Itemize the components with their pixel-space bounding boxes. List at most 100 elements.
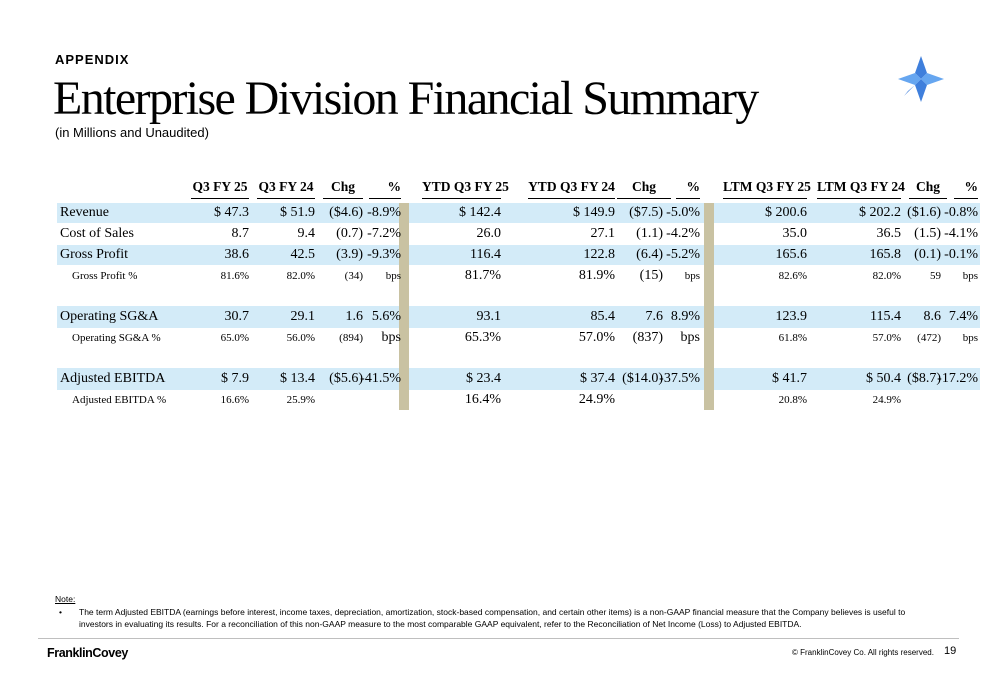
bullet-icon: •: [59, 607, 62, 617]
cell-value: (0.1): [914, 247, 941, 262]
row-label: Adjusted EBITDA: [60, 371, 166, 386]
cell-value: 38.6: [224, 247, 250, 262]
cell-value: (6.4): [636, 247, 663, 262]
cell-value: bps: [680, 330, 700, 345]
row-band-adjusted-ebitda: [57, 368, 980, 390]
cell-value: -0.8%: [944, 205, 978, 220]
row-label: Operating SG&A: [60, 309, 159, 324]
cell-value: 1.6: [345, 309, 364, 324]
table-row-gross-profit-pct: Gross Profit % 81.6% 82.0% (34) bps 81.7…: [57, 266, 980, 286]
cell-value: bps: [385, 270, 401, 282]
cell-value: bps: [381, 330, 401, 345]
cell-value: (837): [632, 330, 663, 345]
cell-value: ($14.0): [622, 371, 663, 386]
cell-value: 115.4: [870, 309, 901, 324]
cell-value: -41.5%: [360, 371, 401, 386]
cell-value: (3.9): [336, 247, 363, 262]
cell-value: (34): [344, 270, 363, 282]
cell-value: -4.2%: [666, 226, 700, 241]
cell-value: $ 41.7: [772, 371, 807, 386]
cell-value: 116.4: [470, 247, 501, 262]
cell-value: 122.8: [583, 247, 616, 262]
cell-value: (0.7): [336, 226, 363, 241]
row-band-operating-sga: [57, 306, 980, 328]
table-row-cost-of-sales: Cost of Sales 8.7 9.4 (0.7) -7.2% 26.0 2…: [57, 224, 980, 244]
column-header: Chg: [617, 178, 671, 199]
cell-value: 59: [930, 270, 941, 282]
cell-value: (1.5): [914, 226, 941, 241]
cell-value: 16.6%: [220, 394, 249, 406]
row-label: Gross Profit: [60, 247, 129, 262]
footnote: Note: • The term Adjusted EBITDA (earning…: [55, 594, 929, 630]
table-row-operating-sga-pct: Operating SG&A % 65.0% 56.0% (894) bps 6…: [57, 328, 980, 348]
cell-value: 35.0: [782, 226, 808, 241]
row-label: Gross Profit %: [72, 270, 138, 282]
page-title: Enterprise Division Financial Summary: [53, 72, 759, 125]
note-item: • The term Adjusted EBITDA (earnings befo…: [55, 606, 929, 630]
column-header: LTM Q3 FY 24: [817, 178, 905, 199]
cell-value: 24.9%: [872, 394, 901, 406]
row-label: Cost of Sales: [60, 226, 134, 241]
cell-value: 123.9: [775, 309, 808, 324]
column-header: YTD Q3 FY 25: [422, 178, 509, 199]
cell-value: ($1.6): [907, 205, 941, 220]
cell-value: 85.4: [590, 309, 616, 324]
cell-value: $ 202.2: [859, 205, 901, 220]
cell-value: bps: [684, 270, 700, 282]
cell-value: -37.5%: [659, 371, 700, 386]
four-point-star-icon: [898, 56, 944, 102]
cell-value: bps: [962, 332, 978, 344]
section-divider-ytd: [399, 203, 409, 410]
column-header: LTM Q3 FY 25: [723, 178, 811, 199]
cell-value: 82.0%: [286, 270, 315, 282]
cell-value: 25.9%: [286, 394, 315, 406]
section-divider-ltm: [704, 203, 714, 410]
table-row-adjusted-ebitda: Adjusted EBITDA $ 7.9 $ 13.4 ($5.6) -41.…: [57, 369, 980, 389]
table-row-gross-profit: Gross Profit 38.6 42.5 (3.9) -9.3% 116.4…: [57, 245, 980, 265]
cell-value: 36.5: [876, 226, 902, 241]
cell-value: (472): [917, 332, 941, 344]
cell-value: 82.6%: [778, 270, 807, 282]
cell-value: 7.4%: [948, 309, 978, 324]
table-header-row: Q3 FY 25 Q3 FY 24 Chg % YTD Q3 FY 25 YTD…: [57, 178, 980, 199]
cell-value: 5.6%: [371, 309, 401, 324]
cell-value: -5.2%: [666, 247, 700, 262]
cell-value: 27.1: [590, 226, 616, 241]
cell-value: (1.1): [636, 226, 663, 241]
note-title: Note:: [55, 594, 76, 604]
cell-value: ($4.6): [329, 205, 363, 220]
cell-value: $ 7.9: [221, 371, 249, 386]
cell-value: 57.0%: [872, 332, 901, 344]
cell-value: 165.8: [869, 247, 902, 262]
cell-value: 9.4: [297, 226, 316, 241]
column-header: %: [369, 178, 401, 199]
row-band-gross-profit: [57, 245, 980, 265]
cell-value: $ 200.6: [765, 205, 807, 220]
cell-value: 65.3%: [464, 330, 501, 345]
note-list: • The term Adjusted EBITDA (earnings befo…: [55, 606, 929, 630]
cell-value: $ 13.4: [280, 371, 315, 386]
cell-value: -17.2%: [937, 371, 978, 386]
cell-value: 8.6: [923, 309, 942, 324]
table-row-adjusted-ebitda-pct: Adjusted EBITDA % 16.6% 25.9% 16.4% 24.9…: [57, 390, 980, 410]
cell-value: -5.0%: [666, 205, 700, 220]
copyright-text: © FranklinCovey Co. All rights reserved.: [792, 648, 934, 657]
cell-value: 26.0: [476, 226, 502, 241]
cell-value: ($5.6): [329, 371, 363, 386]
column-header: Q3 FY 24: [257, 178, 315, 199]
cell-value: $ 149.9: [573, 205, 615, 220]
column-header: Chg: [909, 178, 947, 199]
cell-value: (15): [639, 268, 663, 283]
cell-value: (894): [339, 332, 363, 344]
cell-value: -4.1%: [944, 226, 978, 241]
cell-value: 16.4%: [464, 392, 501, 407]
cell-value: 29.1: [290, 309, 316, 324]
cell-value: 81.6%: [220, 270, 249, 282]
table-row-revenue: Revenue $ 47.3 $ 51.9 ($4.6) -8.9% $ 142…: [57, 203, 980, 223]
cell-value: 30.7: [224, 309, 250, 324]
row-band-revenue: [57, 203, 980, 223]
cell-value: 81.7%: [464, 268, 501, 283]
row-label: Adjusted EBITDA %: [72, 394, 167, 406]
cell-value: 56.0%: [286, 332, 315, 344]
page-subtitle: (in Millions and Unaudited): [55, 125, 209, 140]
